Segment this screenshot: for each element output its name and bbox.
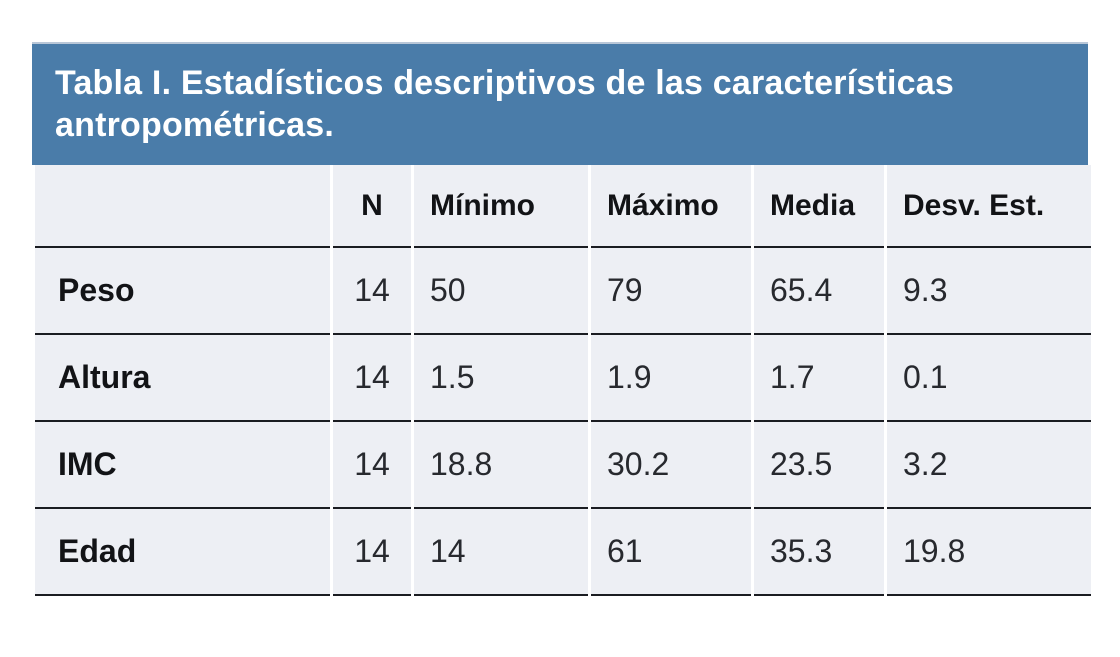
row-label: Altura [35,335,330,422]
cell-minimo: 1.5 [414,335,588,422]
header-row: N Mínimo Máximo Media Desv. Est. [35,165,1091,248]
cell-maximo: 79 [591,248,751,335]
cell-media: 35.3 [754,509,884,596]
column-header-n: N [333,165,411,248]
cell-maximo: 30.2 [591,422,751,509]
cell-maximo: 1.9 [591,335,751,422]
row-label: Peso [35,248,330,335]
cell-n: 14 [333,422,411,509]
cell-minimo: 50 [414,248,588,335]
cell-maximo: 61 [591,509,751,596]
table-row-imc: IMC 14 18.8 30.2 23.5 3.2 [35,422,1091,509]
column-header-desv-est: Desv. Est. [887,165,1091,248]
cell-desv-est: 19.8 [887,509,1091,596]
cell-minimo: 18.8 [414,422,588,509]
cell-minimo: 14 [414,509,588,596]
cell-desv-est: 3.2 [887,422,1091,509]
cell-n: 14 [333,335,411,422]
cell-n: 14 [333,509,411,596]
column-header-minimo: Mínimo [414,165,588,248]
table-row-edad: Edad 14 14 61 35.3 19.8 [35,509,1091,596]
cell-desv-est: 9.3 [887,248,1091,335]
column-header-maximo: Máximo [591,165,751,248]
cell-media: 65.4 [754,248,884,335]
table-title: Tabla I. Estadísticos descriptivos de la… [55,64,954,144]
cell-desv-est: 0.1 [887,335,1091,422]
cell-media: 23.5 [754,422,884,509]
cell-media: 1.7 [754,335,884,422]
cell-n: 14 [333,248,411,335]
statistics-table-card: Tabla I. Estadísticos descriptivos de la… [32,42,1091,596]
table-title-bar: Tabla I. Estadísticos descriptivos de la… [32,42,1088,165]
column-header-media: Media [754,165,884,248]
stats-table: N Mínimo Máximo Media Desv. Est. Peso 14… [32,165,1094,596]
row-label: IMC [35,422,330,509]
column-header-empty [35,165,330,248]
table-row-peso: Peso 14 50 79 65.4 9.3 [35,248,1091,335]
table-row-altura: Altura 14 1.5 1.9 1.7 0.1 [35,335,1091,422]
row-label: Edad [35,509,330,596]
